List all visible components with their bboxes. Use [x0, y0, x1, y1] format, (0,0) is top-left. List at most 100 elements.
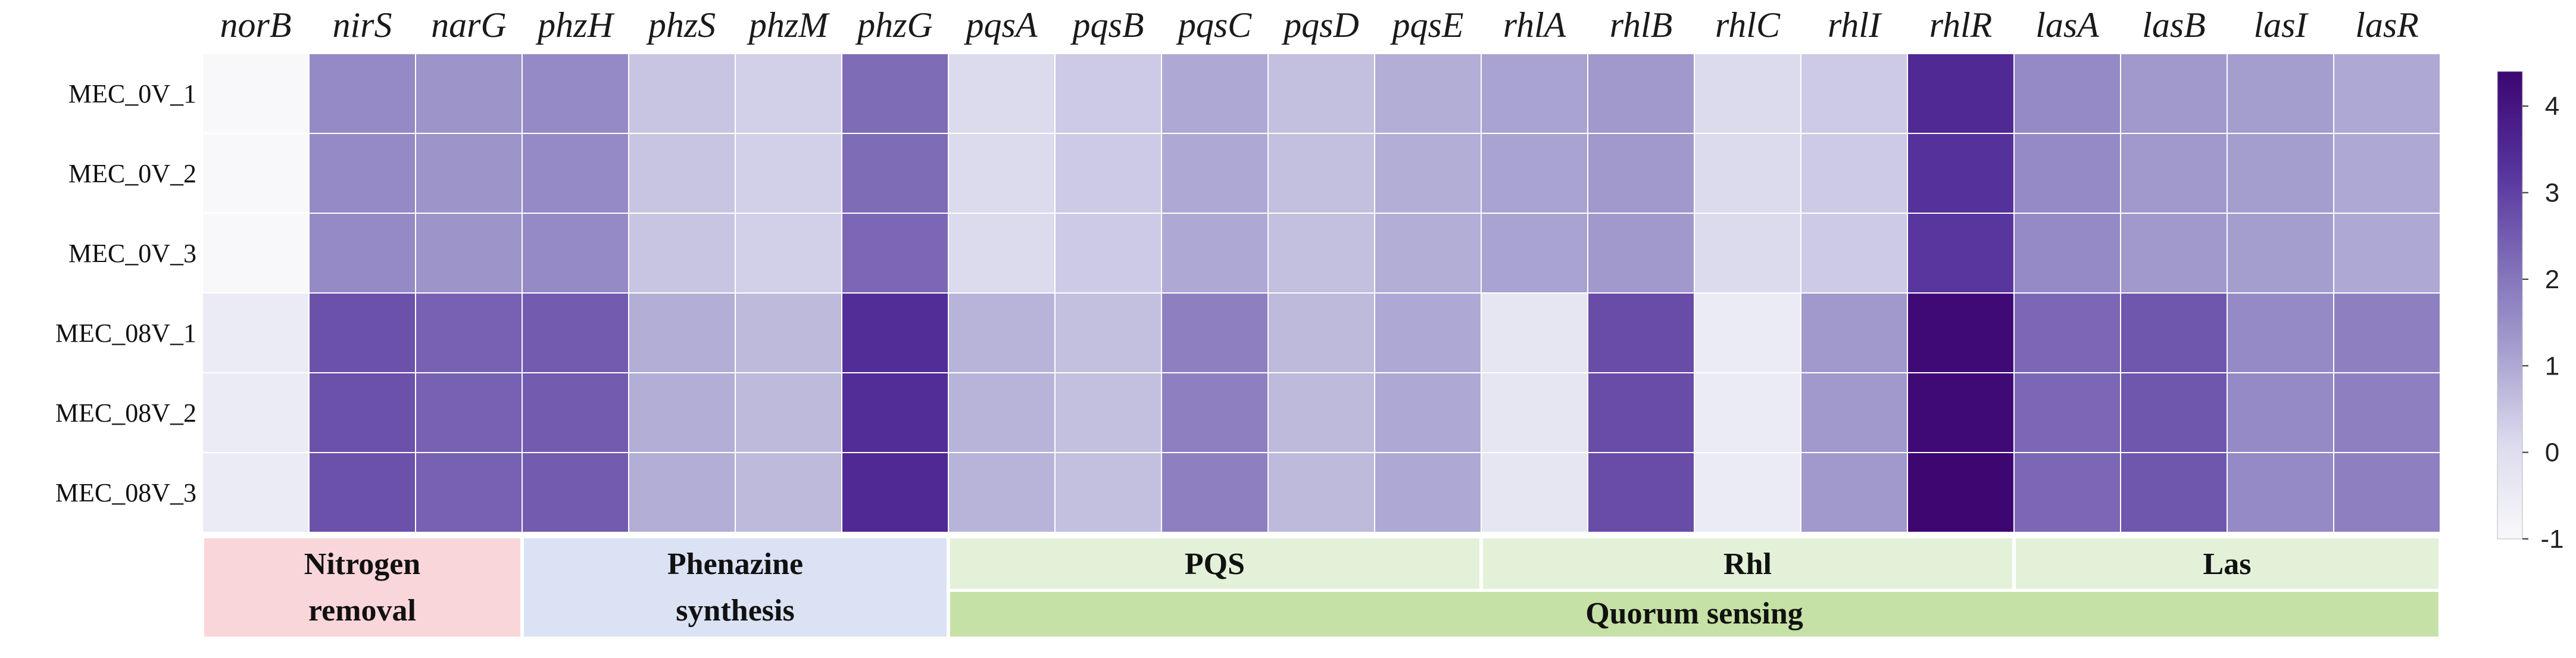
row-label: MEC_0V_2: [68, 159, 196, 188]
heatmap-cell: [1374, 213, 1482, 294]
heatmap-cell: [1374, 372, 1482, 453]
heatmap-cell: [1907, 213, 2015, 294]
heatmap-cell: [735, 292, 842, 373]
heatmap-cell: [1587, 133, 1695, 214]
column-label: narG: [431, 5, 507, 45]
heatmap-cell: [202, 213, 310, 294]
heatmap-cell: [522, 292, 629, 373]
heatmap-cell: [1161, 53, 1269, 134]
heatmap-cell: [2120, 372, 2228, 453]
column-labels: norB nirS narG phzH phzS phzM phzG pqsA pqsB pqsC…: [220, 5, 2419, 45]
column-label: norB: [220, 5, 292, 45]
heatmap-cell: [1800, 213, 1908, 294]
column-label: rhlC: [1715, 5, 1781, 45]
row-label: MEC_08V_2: [55, 398, 196, 428]
heatmap-cell: [1800, 133, 1908, 214]
group-box: [204, 538, 520, 637]
heatmap-cell: [1481, 213, 1588, 294]
heatmap-cell: [522, 372, 629, 453]
heatmap-cell: [1267, 133, 1375, 214]
column-label: pqsC: [1176, 5, 1252, 45]
group-label: removal: [308, 594, 416, 628]
heatmap-cell: [1054, 372, 1162, 453]
heatmap-cell: [2227, 53, 2334, 134]
heatmap-cell: [948, 372, 1056, 453]
group-label: Rhl: [1723, 547, 1772, 581]
heatmap-cell: [1267, 213, 1375, 294]
heatmap-cell: [1800, 452, 1908, 533]
column-label: phzS: [646, 5, 716, 45]
heatmap-cell: [841, 53, 949, 134]
heatmap-cell: [1054, 452, 1162, 533]
heatmap-cell: [2227, 292, 2334, 373]
heatmap-cell: [1800, 292, 1908, 373]
heatmap-cell: [1694, 133, 1801, 214]
heatmap-cell: [1481, 53, 1588, 134]
group-label: Las: [2203, 547, 2252, 581]
heatmap-cell: [308, 53, 416, 134]
heatmap-cell: [2227, 452, 2334, 533]
heatmap-cell: [2333, 53, 2441, 134]
heatmap-cell: [1907, 452, 2015, 533]
heatmap-cell: [308, 372, 416, 453]
heatmap-cell: [628, 213, 736, 294]
heatmap-cell: [1587, 452, 1695, 533]
heatmap-cell: [1907, 133, 2015, 214]
heatmap-cell: [308, 292, 416, 373]
group-box: [524, 538, 947, 637]
heatmap-cell: [415, 452, 523, 533]
heatmap-cell: [2333, 372, 2441, 453]
heatmap-cell: [2120, 53, 2228, 134]
heatmap-cell: [1907, 372, 2015, 453]
column-label: rhlI: [1828, 5, 1882, 45]
heatmap-cell: [415, 372, 523, 453]
heatmap-cell: [628, 372, 736, 453]
heatmap-cell: [2120, 133, 2228, 214]
heatmap-cell: [628, 292, 736, 373]
heatmap-cell: [1907, 292, 2015, 373]
heatmap-cell: [2333, 452, 2441, 533]
column-label: phzG: [855, 5, 933, 45]
heatmap-cell: [628, 452, 736, 533]
column-label: phzH: [535, 5, 615, 45]
heatmap-cell: [1374, 133, 1482, 214]
heatmap-cell: [1694, 452, 1801, 533]
colorbar-tick-label: 2: [2545, 265, 2559, 294]
heatmap-cell: [202, 133, 310, 214]
heatmap-cell: [948, 53, 1056, 134]
heatmap-cell: [735, 53, 842, 134]
group-box: [950, 592, 2438, 637]
heatmap-cell: [2227, 372, 2334, 453]
column-label: phzM: [747, 5, 830, 45]
heatmap-cell: [1161, 133, 1269, 214]
heatmap-cell: [1374, 292, 1482, 373]
column-label: pqsB: [1070, 5, 1144, 45]
heatmap-cell: [1054, 292, 1162, 373]
colorbar-tick-label: -1: [2540, 525, 2563, 554]
heatmap-cell: [1694, 292, 1801, 373]
heatmap-cell: [1161, 213, 1269, 294]
heatmap-cell: [2013, 372, 2121, 453]
column-label: lasI: [2254, 5, 2309, 45]
heatmap-cell: [1587, 372, 1695, 453]
heatmap-cell: [202, 372, 310, 453]
heatmap-cell: [1161, 452, 1269, 533]
heatmap-cell: [2227, 213, 2334, 294]
heatmap-cell: [308, 213, 416, 294]
row-label: MEC_0V_1: [68, 79, 196, 108]
heatmap-cell: [1694, 53, 1801, 134]
heatmap-cell: [2333, 133, 2441, 214]
heatmap-cell: [1694, 372, 1801, 453]
column-label: lasR: [2355, 5, 2419, 45]
heatmap-cell: [841, 292, 949, 373]
heatmap-cell: [1800, 53, 1908, 134]
colorbar-tick-label: 1: [2545, 351, 2559, 381]
heatmap-cell: [308, 452, 416, 533]
heatmap-cell: [735, 133, 842, 214]
row-label: MEC_08V_1: [55, 319, 196, 348]
heatmap-cell: [948, 452, 1056, 533]
heatmap-cell: [628, 53, 736, 134]
heatmap-cell: [522, 133, 629, 214]
heatmap-cell: [415, 53, 523, 134]
heatmap-cell: [2120, 213, 2228, 294]
